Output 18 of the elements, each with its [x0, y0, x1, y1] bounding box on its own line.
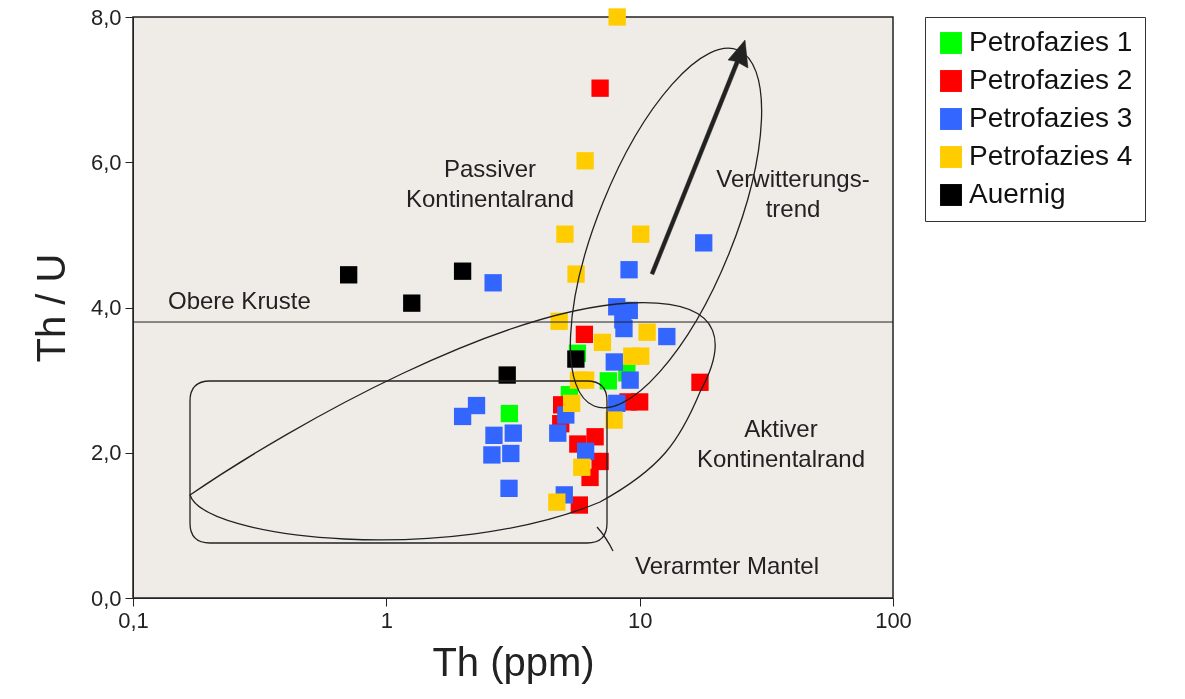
y-tick-label: 6,0: [90, 149, 122, 175]
y-tick-label: 2,0: [90, 440, 122, 466]
legend-label: Petrofazies 1: [969, 26, 1133, 57]
y-axis-title: Th / U: [28, 253, 73, 363]
annotation: Aktiver Kontinentalrand: [696, 415, 866, 472]
legend-label: Petrofazies 3: [969, 102, 1133, 133]
x-tick-label: 10: [627, 607, 653, 633]
y-tick-label: 4,0: [90, 295, 122, 320]
annotation: Passiver Kontinentalrand: [405, 155, 575, 212]
x-tick-label: 1: [380, 607, 393, 633]
annotation: Verarmter Mantel: [634, 552, 820, 579]
legend-label: Petrofazies 2: [969, 64, 1133, 95]
legend-label: Auernig: [969, 178, 1066, 209]
x-axis-title: Th (ppm): [432, 639, 595, 684]
x-tick-label: 100: [875, 607, 912, 633]
y-tick-label: 8,0: [90, 4, 122, 30]
legend-label: Petrofazies 4: [969, 140, 1133, 171]
ref-line-label: Obere Kruste: [168, 287, 311, 315]
